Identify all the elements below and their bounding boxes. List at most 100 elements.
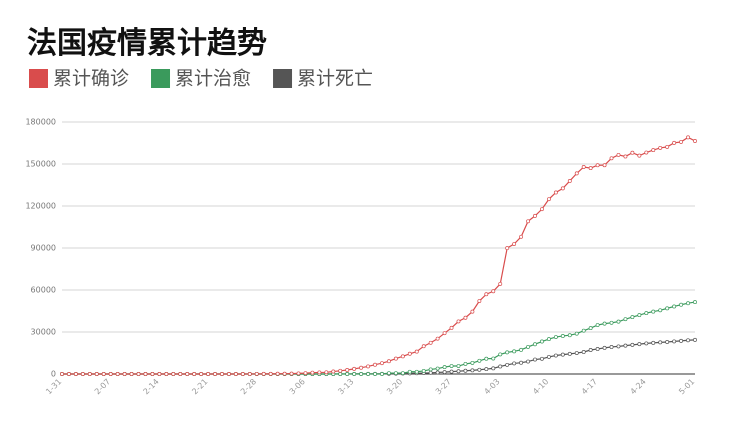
point-marker (658, 308, 663, 313)
point-marker (637, 342, 642, 347)
point-marker (616, 344, 621, 349)
point-marker (567, 333, 572, 338)
point-marker (630, 315, 635, 320)
point-marker (623, 317, 628, 322)
x-tick-label: 1-31 (44, 377, 63, 396)
point-marker (616, 152, 621, 157)
point-marker (693, 139, 697, 143)
point-marker (672, 339, 677, 344)
point-marker (602, 345, 607, 350)
point-marker (393, 371, 398, 376)
point-marker (268, 371, 273, 376)
point-marker (442, 370, 447, 375)
point-marker (380, 361, 384, 366)
point-marker (373, 362, 377, 367)
series-line (62, 301, 696, 375)
point-marker (546, 337, 551, 342)
point-marker (658, 145, 663, 150)
x-tick-label: 4-17 (580, 377, 599, 396)
point-marker (380, 372, 384, 376)
point-marker (275, 371, 280, 376)
point-marker (185, 372, 190, 376)
point-marker (526, 359, 531, 364)
point-marker (136, 372, 141, 376)
point-marker (303, 371, 308, 376)
point-marker (449, 325, 454, 330)
legend-swatch (151, 69, 171, 88)
point-marker (449, 369, 454, 374)
point-marker (491, 289, 496, 294)
point-marker (108, 372, 113, 376)
point-marker (477, 299, 482, 303)
y-tick-label: 60000 (31, 286, 56, 295)
x-tick-label: 3-27 (434, 377, 453, 396)
point-marker (616, 319, 621, 324)
point-marker (233, 372, 238, 376)
point-marker (540, 339, 544, 344)
point-marker (686, 301, 690, 306)
series-line (62, 136, 696, 375)
point-marker (393, 356, 398, 361)
point-marker (623, 154, 628, 159)
legend-swatch (273, 69, 293, 88)
point-marker (484, 367, 489, 372)
point-marker (651, 309, 656, 314)
point-marker (213, 372, 217, 376)
point-marker (519, 360, 524, 365)
point-marker (359, 365, 364, 370)
point-marker (526, 219, 531, 224)
point-marker (567, 351, 572, 356)
point-marker (574, 351, 579, 355)
point-marker (477, 358, 482, 363)
point-marker (553, 335, 558, 340)
y-tick-label: 90000 (31, 244, 56, 253)
point-marker (609, 156, 614, 161)
point-marker (449, 364, 454, 368)
point-marker (199, 372, 204, 376)
point-marker (644, 150, 649, 155)
point-marker (560, 352, 565, 357)
x-tick-label: 2-21 (190, 377, 209, 396)
point-marker (553, 353, 558, 358)
point-marker (533, 342, 537, 347)
point-marker (470, 368, 475, 373)
point-marker (73, 372, 78, 376)
point-marker (296, 371, 301, 376)
point-marker (442, 365, 447, 370)
point-marker (505, 350, 510, 355)
point-marker (588, 348, 593, 352)
point-marker (463, 368, 468, 373)
point-marker (553, 190, 558, 195)
point-marker (352, 372, 357, 376)
point-marker (435, 336, 440, 341)
point-marker (672, 304, 677, 309)
point-marker (581, 328, 586, 333)
point-marker (498, 364, 503, 369)
y-tick-label: 0 (51, 370, 56, 379)
point-marker (491, 366, 496, 371)
point-marker (442, 331, 447, 336)
point-marker (317, 370, 322, 375)
point-marker (477, 367, 482, 372)
point-marker (386, 359, 391, 364)
point-marker (686, 135, 690, 140)
point-marker (519, 347, 524, 352)
point-marker (560, 333, 565, 338)
point-marker (122, 372, 127, 376)
x-tick-label: 5-01 (677, 377, 696, 396)
point-marker (574, 171, 579, 176)
point-marker (143, 372, 148, 376)
point-marker (289, 371, 294, 376)
x-tick-label: 3-20 (385, 377, 404, 396)
point-marker (157, 372, 162, 376)
x-tick-label: 4-24 (629, 377, 648, 396)
point-marker (595, 346, 600, 351)
point-marker (338, 372, 343, 376)
point-marker (512, 242, 517, 246)
point-marker (407, 351, 412, 356)
point-marker (115, 372, 120, 376)
point-marker (254, 371, 259, 376)
point-marker (491, 356, 496, 361)
point-marker (101, 372, 106, 376)
point-marker (345, 372, 350, 376)
